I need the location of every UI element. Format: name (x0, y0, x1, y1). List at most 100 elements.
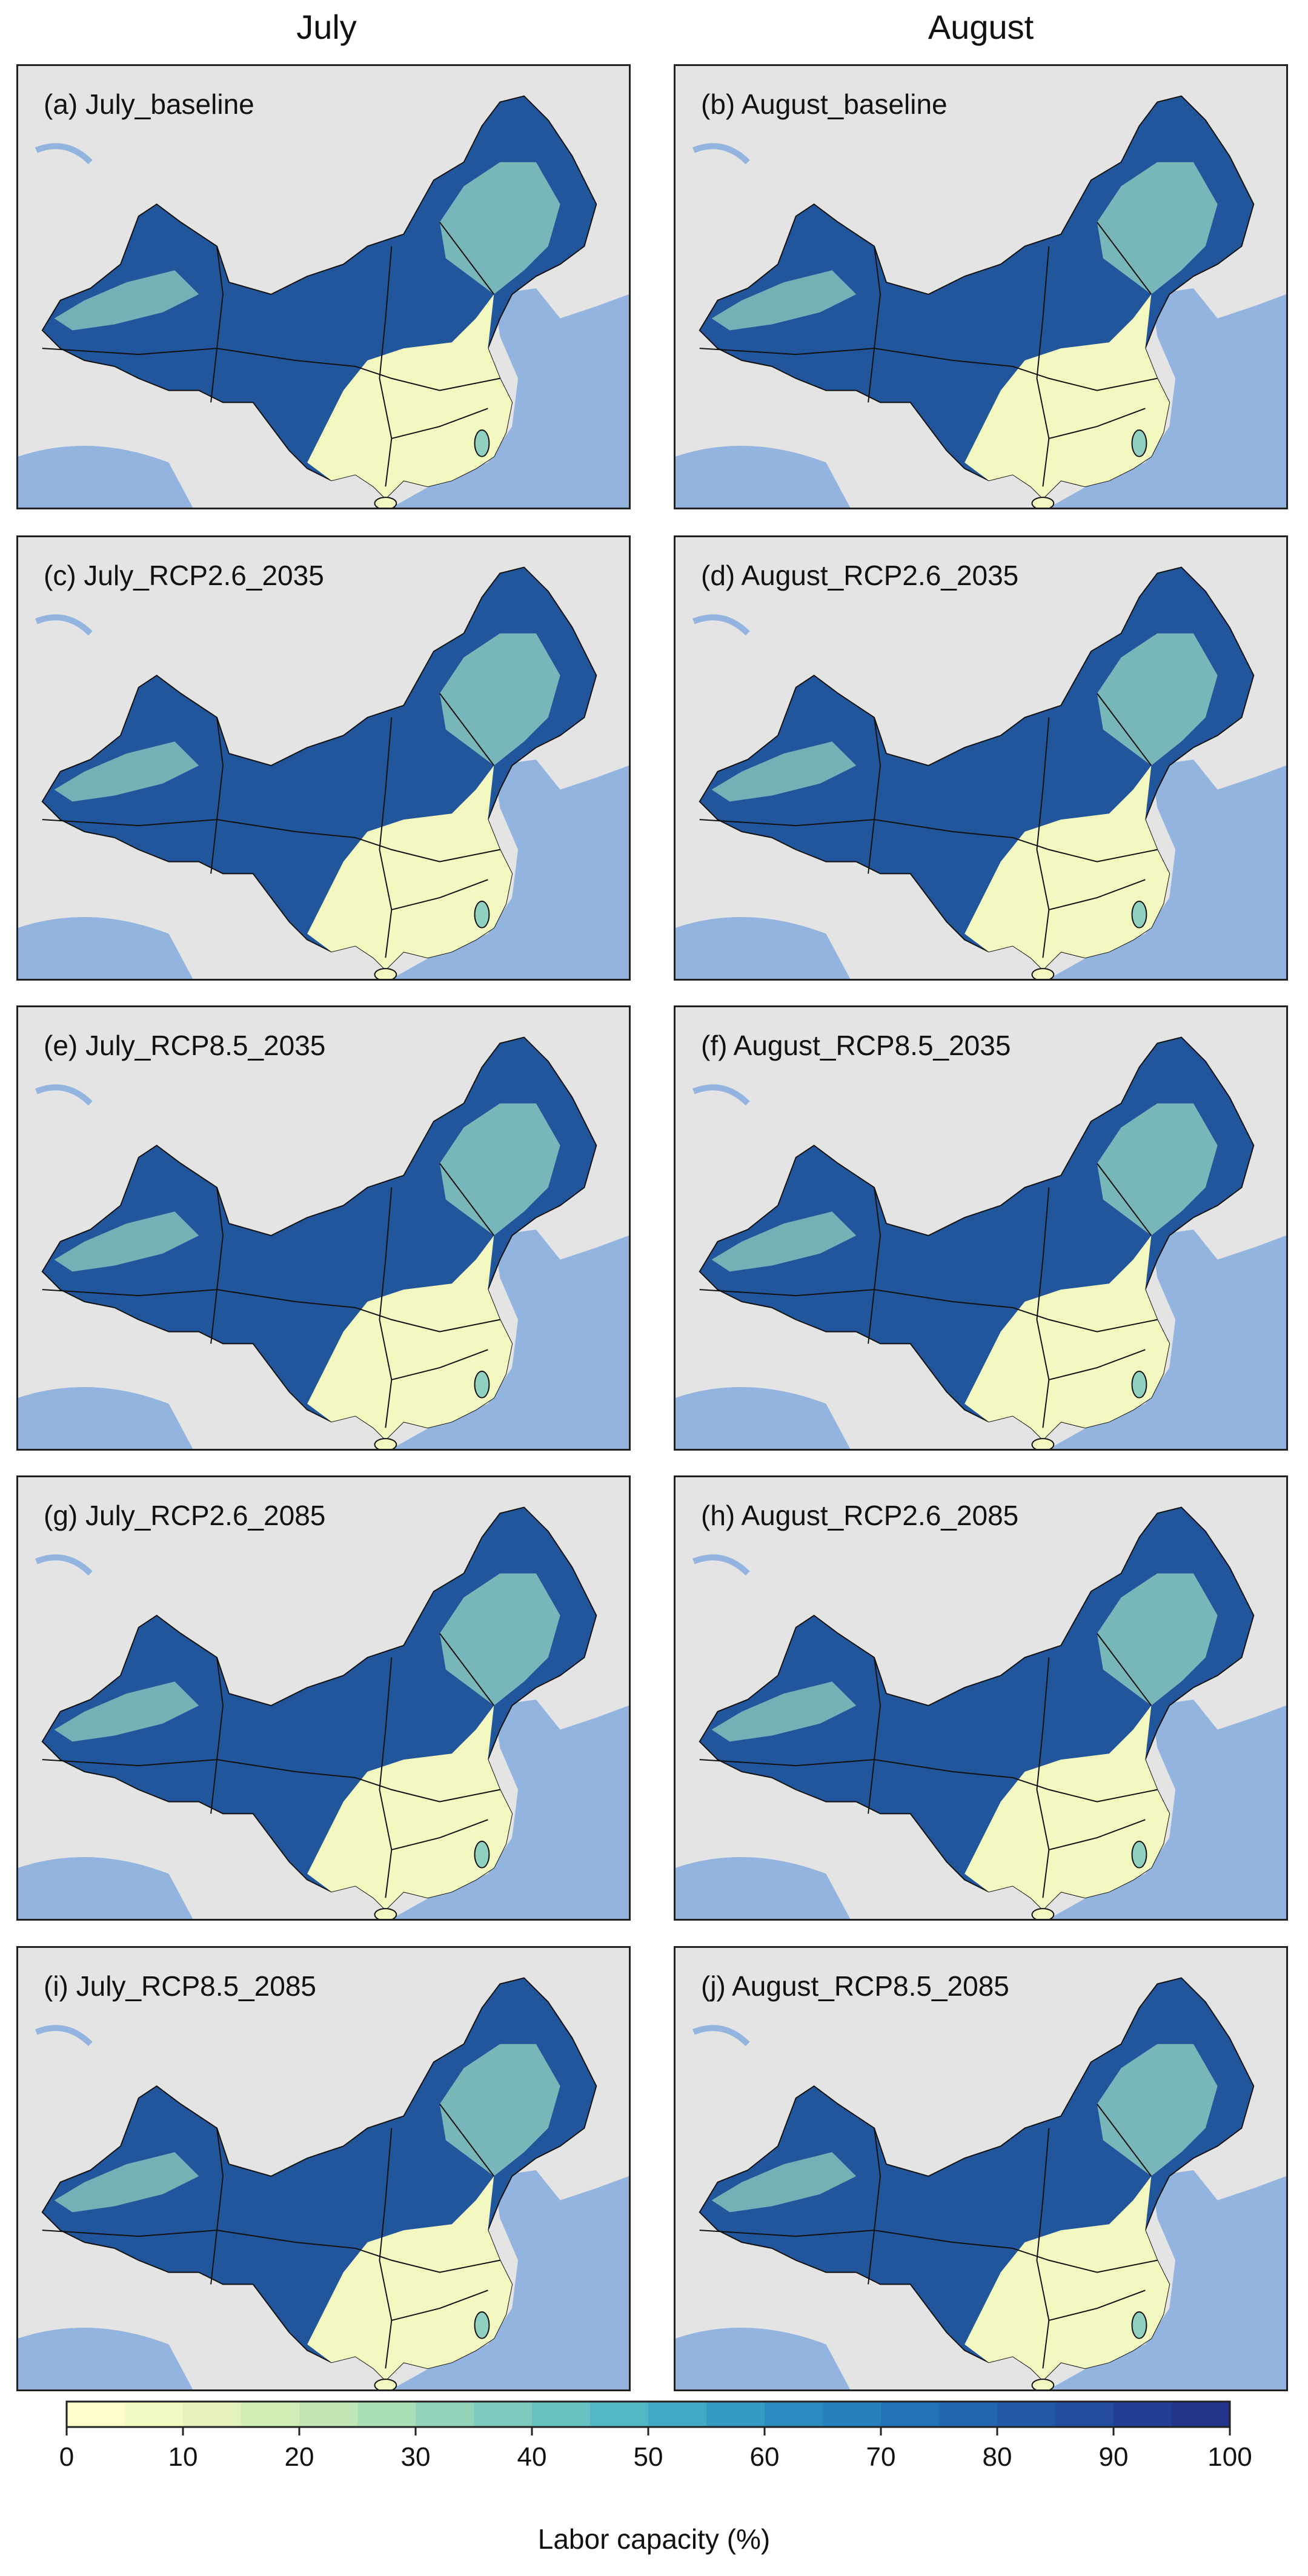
lake (692, 614, 750, 636)
colorbar-segment (997, 2402, 1056, 2427)
colorbar-tick-label: 10 (168, 2442, 198, 2472)
regional-border (439, 693, 495, 766)
bay-of-bengal (676, 1387, 851, 1449)
ocean (1049, 288, 1286, 508)
ocean (391, 759, 629, 979)
colorbar-tick-label: 80 (983, 2442, 1012, 2472)
southeast-region (307, 765, 513, 970)
regional-border (1097, 693, 1152, 766)
bay-of-bengal (676, 2328, 851, 2389)
regional-border (1036, 246, 1050, 487)
map-panel: (i) July_RCP8.5_2085 (16, 1946, 631, 2391)
regional-border (699, 1289, 1158, 1333)
regional-border (868, 1657, 881, 1814)
hainan (1031, 968, 1055, 979)
hainan (374, 497, 397, 508)
colorbar-segment (1114, 2402, 1172, 2427)
regional-border (439, 222, 495, 295)
china-labor-capacity-map (18, 1007, 629, 1449)
northeast-region (439, 2044, 560, 2176)
southeast-region (307, 1235, 513, 1440)
colorbar-tick-label: 60 (750, 2442, 780, 2472)
map-panel: (j) August_RCP8.5_2085 (674, 1946, 1288, 2391)
western-region (54, 270, 199, 331)
china-labor-capacity-map (676, 1948, 1286, 2389)
northeast-region (439, 633, 560, 766)
panel-label: (c) July_RCP2.6_2035 (44, 560, 324, 591)
china-labor-capacity-map (676, 537, 1286, 979)
regional-border (439, 2104, 495, 2177)
bay-of-bengal (18, 2328, 193, 2389)
panel-label: (e) July_RCP8.5_2035 (44, 1030, 326, 1061)
southeast-region (964, 294, 1170, 499)
western-region (54, 1211, 199, 1272)
southeast-region (307, 2176, 513, 2381)
regional-border (42, 1289, 500, 1333)
ocean (391, 1699, 629, 1919)
colorbar-segment (67, 2402, 125, 2427)
colorbar-segment (474, 2402, 533, 2427)
lake (35, 614, 93, 636)
taiwan (1131, 901, 1147, 929)
map-panel: (c) July_RCP2.6_2035 (16, 535, 631, 981)
regional-border (42, 1759, 500, 1803)
lake (35, 1084, 93, 1106)
colorbar-tick-label: 70 (866, 2442, 896, 2472)
regional-border (868, 717, 881, 874)
lake (692, 1084, 750, 1106)
regional-border (391, 879, 488, 910)
ocean (1049, 2170, 1286, 2389)
southeast-region (964, 2176, 1170, 2381)
colorbar-segment (357, 2402, 416, 2427)
panel-label: (j) August_RCP8.5_2085 (701, 1970, 1009, 2002)
regional-border (379, 717, 393, 958)
western-region (711, 2152, 857, 2213)
regional-border (1097, 222, 1152, 295)
colorbar-tick-label: 100 (1207, 2442, 1252, 2472)
colorbar-title: Labor capacity (%) (537, 2523, 771, 2555)
regional-border (1036, 1187, 1050, 1428)
panel-label: (f) August_RCP8.5_2035 (701, 1030, 1011, 1061)
ocean (391, 1229, 629, 1449)
colorbar-segment (299, 2402, 358, 2427)
taiwan (474, 1371, 490, 1399)
regional-border (379, 246, 393, 487)
colorbar-tick-label: 0 (59, 2442, 74, 2472)
map-panel: (e) July_RCP8.5_2035 (16, 1005, 631, 1451)
regional-border (1097, 1633, 1152, 1706)
regional-border (210, 1657, 224, 1814)
regional-border (1036, 717, 1050, 958)
regional-border (379, 1657, 393, 1898)
bay-of-bengal (18, 446, 193, 508)
regional-border (1097, 2104, 1152, 2177)
panel-label: (g) July_RCP2.6_2085 (44, 1500, 326, 1531)
colorbar-frame (65, 2400, 1231, 2428)
regional-border (210, 1187, 224, 1344)
map-panel: (g) July_RCP2.6_2085 (16, 1475, 631, 1921)
china-labor-capacity-map (676, 1477, 1286, 1919)
regional-border (391, 2290, 488, 2321)
column-title-july: July (296, 8, 357, 46)
ocean (391, 2170, 629, 2389)
regional-border (391, 1819, 488, 1850)
western-region (54, 1681, 199, 1742)
colorbar-segment (706, 2402, 765, 2427)
regional-border (439, 1163, 495, 1236)
china-labor-capacity-map (18, 1477, 629, 1919)
regional-border (42, 819, 500, 863)
regional-border (210, 2128, 224, 2285)
southeast-region (964, 765, 1170, 970)
china-labor-capacity-map (18, 537, 629, 979)
colorbar-segment (939, 2402, 998, 2427)
regional-border (1049, 408, 1146, 439)
regional-border (210, 717, 224, 874)
china-labor-capacity-map (18, 1948, 629, 2389)
hainan (1031, 497, 1055, 508)
western-region (54, 741, 199, 802)
taiwan (1131, 2311, 1147, 2339)
regional-border (1097, 1163, 1152, 1236)
bay-of-bengal (676, 917, 851, 979)
regional-border (1049, 2290, 1146, 2321)
colorbar-segment (183, 2402, 242, 2427)
bay-of-bengal (18, 917, 193, 979)
